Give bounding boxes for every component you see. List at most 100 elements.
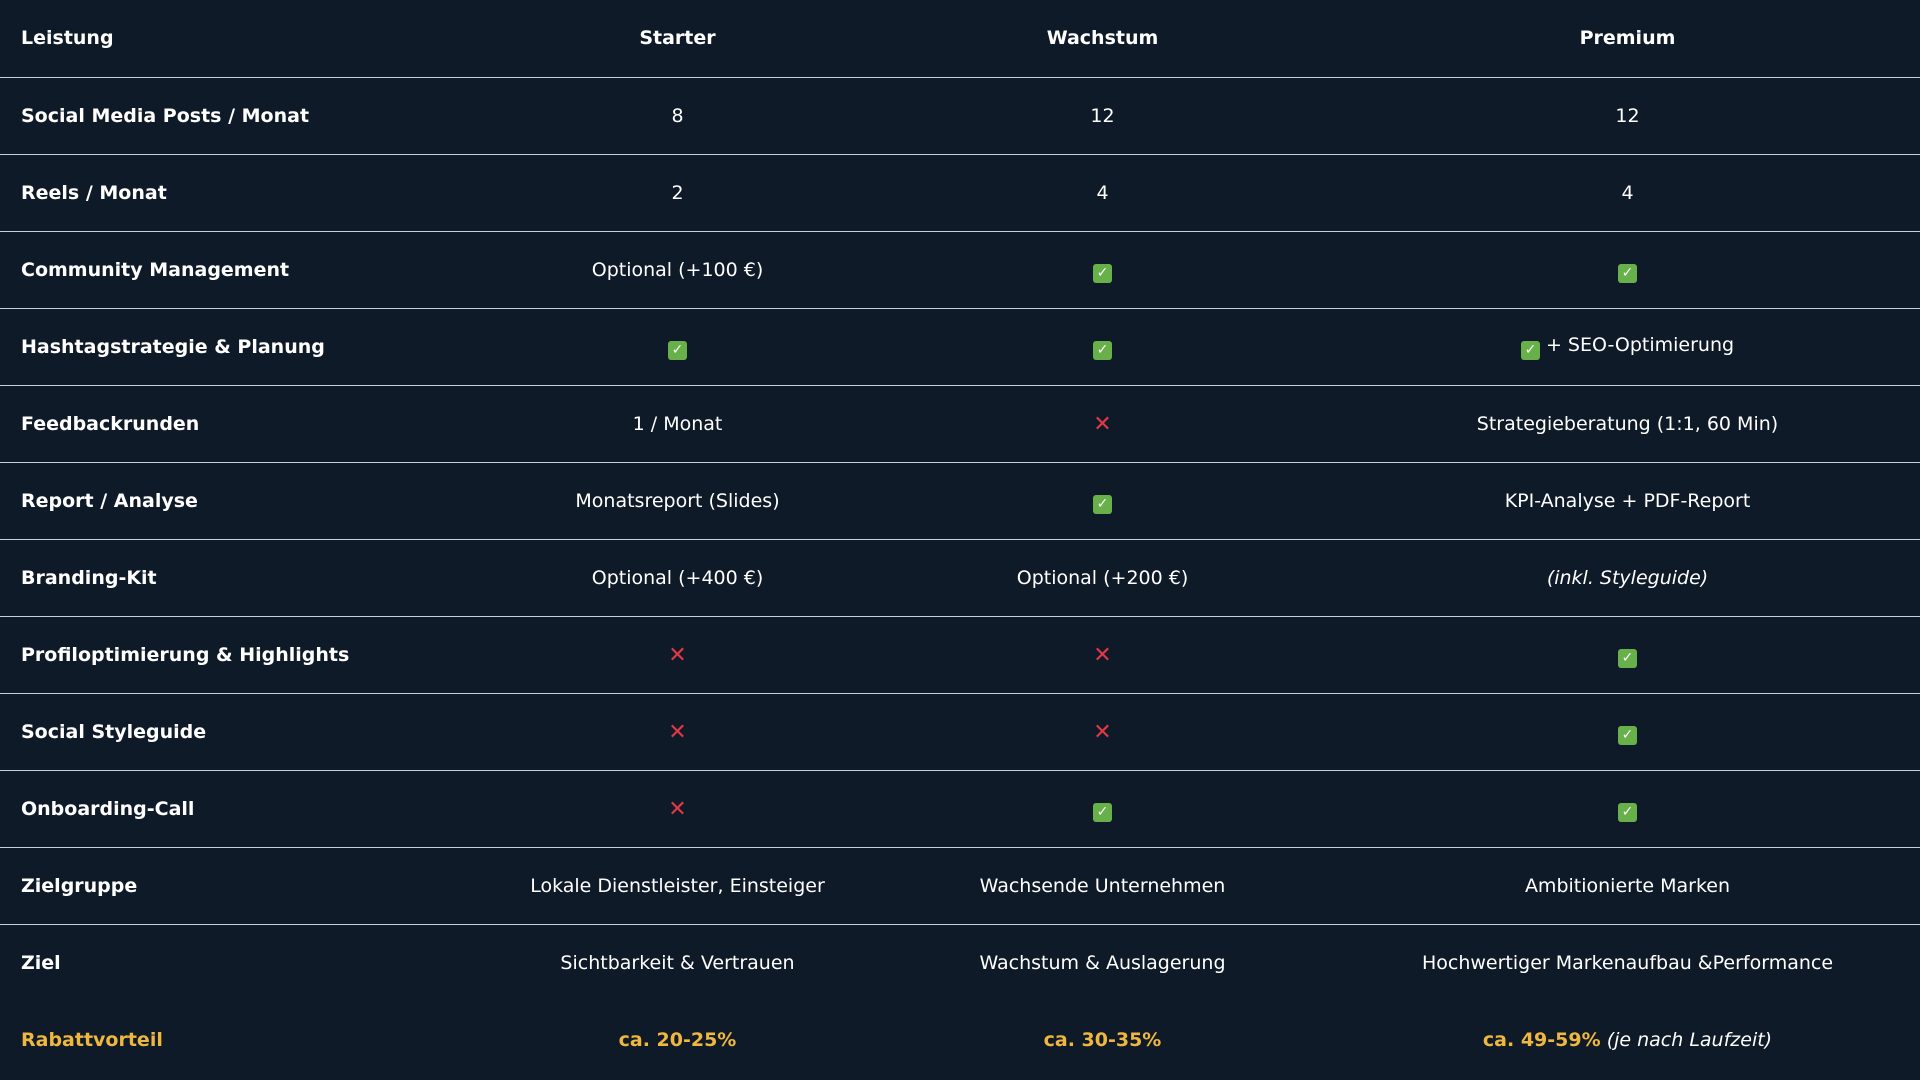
row-label: Social Media Posts / Monat (0, 77, 485, 155)
header-wachstum: Wachstum (870, 0, 1335, 78)
cell-wachstum: ✕ (870, 385, 1335, 463)
discount-label: Rabattvorteil (21, 1028, 163, 1051)
row-label: Social Styleguide (0, 693, 485, 771)
row-label: Branding-Kit (0, 539, 485, 617)
discount-wachstum: ca. 30-35% (870, 1001, 1335, 1078)
check-mark-icon: ✓ (668, 340, 687, 360)
cell-premium: ✓ (1335, 231, 1920, 309)
check-mark-icon: ✓ (1093, 340, 1112, 360)
cell-wachstum: ✓ (870, 770, 1335, 848)
table-row: Zielgruppe Lokale Dienstleister, Einsteig… (0, 847, 1920, 925)
cell-premium: ✓ (1335, 770, 1920, 848)
check-mark-icon: ✓ (1093, 802, 1112, 822)
cell-wachstum: Wachstum & Auslagerung (870, 924, 1335, 1001)
cell-wachstum: ✕ (870, 693, 1335, 771)
cell-starter: Sichtbarkeit & Vertrauen (485, 924, 870, 1001)
cell-text: Ambitionierte Marken (1524, 874, 1731, 897)
cell-text: + SEO-Optimierung (1539, 333, 1735, 356)
row-label: Reels / Monat (0, 154, 485, 232)
cell-premium: ✓ (1335, 693, 1920, 771)
table-row: Ziel Sichtbarkeit & Vertrauen Wachstum & A… (0, 924, 1920, 1001)
table-row: Feedbackrunden 1 / Monat ✕ Strategieberatun… (0, 385, 1920, 463)
row-label: Hashtagstrategie & Planung (0, 308, 485, 386)
cell-starter: ✕ (485, 693, 870, 771)
cell-wachstum: Optional (+200 €) (870, 539, 1335, 617)
cell-premium: (inkl. Styleguide) (1335, 539, 1920, 617)
cell-starter: 1 / Monat (485, 385, 870, 463)
cell-text: Wachstum & Auslagerung (979, 951, 1226, 974)
check-mark-icon: ✓ (1618, 263, 1637, 283)
cell-wachstum: ✓ (870, 462, 1335, 540)
table-row: Social Styleguide ✕ ✕ ✓ (0, 693, 1920, 771)
cell-wachstum: ✓ (870, 231, 1335, 309)
cell-wachstum: Wachsende Unternehmen (870, 847, 1335, 925)
cell-premium: ✓ + SEO-Optimierung (1335, 308, 1920, 386)
discount-premium-note: (je nach Laufzeit) (1606, 1028, 1773, 1051)
table-body: Social Media Posts / Monat 8 12 12 Reels / M… (0, 77, 1920, 1001)
cell-text: (inkl. Styleguide) (1546, 566, 1709, 589)
cell-text: Monatsreport (Slides) (575, 489, 780, 512)
discount-premium-value: ca. 49-59% (1482, 1028, 1601, 1051)
cell-text: 12 (1615, 104, 1640, 127)
discount-starter-value: ca. 20-25% (618, 1028, 737, 1051)
cell-starter: 2 (485, 154, 870, 232)
table-row: Hashtagstrategie & Planung ✓ ✓ ✓ + SEO-Opti… (0, 308, 1920, 386)
cell-starter: Monatsreport (Slides) (485, 462, 870, 540)
check-mark-icon: ✓ (1520, 340, 1540, 360)
cell-text: 2 (671, 181, 684, 204)
cell-text: Optional (+200 €) (1016, 566, 1189, 589)
table-row: Onboarding-Call ✕ ✓ ✓ (0, 770, 1920, 848)
cell-premium: 12 (1335, 77, 1920, 155)
cell-text: Hochwertiger Markenaufbau &Performance (1421, 951, 1834, 974)
row-label: Ziel (21, 951, 61, 974)
header-premium: Premium (1335, 0, 1920, 78)
table-row: Social Media Posts / Monat 8 12 12 (0, 77, 1920, 155)
cell-text: 1 / Monat (632, 412, 723, 435)
row-label: Report / Analyse (0, 462, 485, 540)
cell-starter: Optional (+400 €) (485, 539, 870, 617)
header-starter: Starter (485, 0, 870, 78)
cell-text: Sichtbarkeit & Vertrauen (560, 951, 795, 974)
check-mark-icon: ✓ (1618, 802, 1637, 822)
cell-wachstum: ✕ (870, 616, 1335, 694)
cell-text: Optional (+100 €) (591, 258, 764, 281)
cell-wachstum: 12 (870, 77, 1335, 155)
cell-starter: 8 (485, 77, 870, 155)
check-mark-icon: ✓ (1093, 263, 1112, 283)
cell-wachstum: ✓ (870, 308, 1335, 386)
cell-premium: KPI-Analyse + PDF-Report (1335, 462, 1920, 540)
cell-text: Optional (+400 €) (591, 566, 764, 589)
cross-mark-icon: ✕ (668, 642, 687, 668)
cell-premium: 4 (1335, 154, 1920, 232)
cell-premium: Hochwertiger Markenaufbau &Performance (1335, 924, 1920, 1001)
table-row: Report / Analyse Monatsreport (Slides) ✓ KP… (0, 462, 1920, 540)
discount-row: Rabattvorteil ca. 20-25% ca. 30-35% ca. … (0, 1001, 1920, 1078)
cell-starter: ✓ (485, 308, 870, 386)
row-label: Zielgruppe (0, 847, 485, 925)
header-leistung: Leistung (0, 0, 485, 78)
cell-text: Lokale Dienstleister, Einsteiger (530, 874, 825, 897)
cell-starter: ✕ (485, 616, 870, 694)
cell-text: Wachsende Unternehmen (979, 874, 1226, 897)
cell-starter: ✕ (485, 770, 870, 848)
cell-text: 4 (1096, 181, 1109, 204)
row-label: Feedbackrunden (0, 385, 485, 463)
discount-wachstum-value: ca. 30-35% (1043, 1028, 1162, 1051)
cell-text: 12 (1090, 104, 1115, 127)
cross-mark-icon: ✕ (1093, 719, 1112, 745)
cross-mark-icon: ✕ (1093, 642, 1112, 668)
check-mark-icon: ✓ (1093, 494, 1112, 514)
table-row: Branding-Kit Optional (+400 €) Optional (+… (0, 539, 1920, 617)
row-label: Profiloptimierung & Highlights (0, 616, 485, 694)
check-mark-icon: ✓ (1618, 725, 1637, 745)
cell-text: Strategieberatung (1:1, 60 Min) (1476, 412, 1779, 435)
row-label: Community Management (0, 231, 485, 309)
cell-premium: Strategieberatung (1:1, 60 Min) (1335, 385, 1920, 463)
cell-text: KPI-Analyse + PDF-Report (1504, 489, 1751, 512)
cell-premium: ✓ (1335, 616, 1920, 694)
cross-mark-icon: ✕ (668, 796, 687, 822)
discount-starter: ca. 20-25% (485, 1001, 870, 1078)
table-row: Profiloptimierung & Highlights ✕ ✕ ✓ (0, 616, 1920, 694)
cell-starter: Lokale Dienstleister, Einsteiger (485, 847, 870, 925)
